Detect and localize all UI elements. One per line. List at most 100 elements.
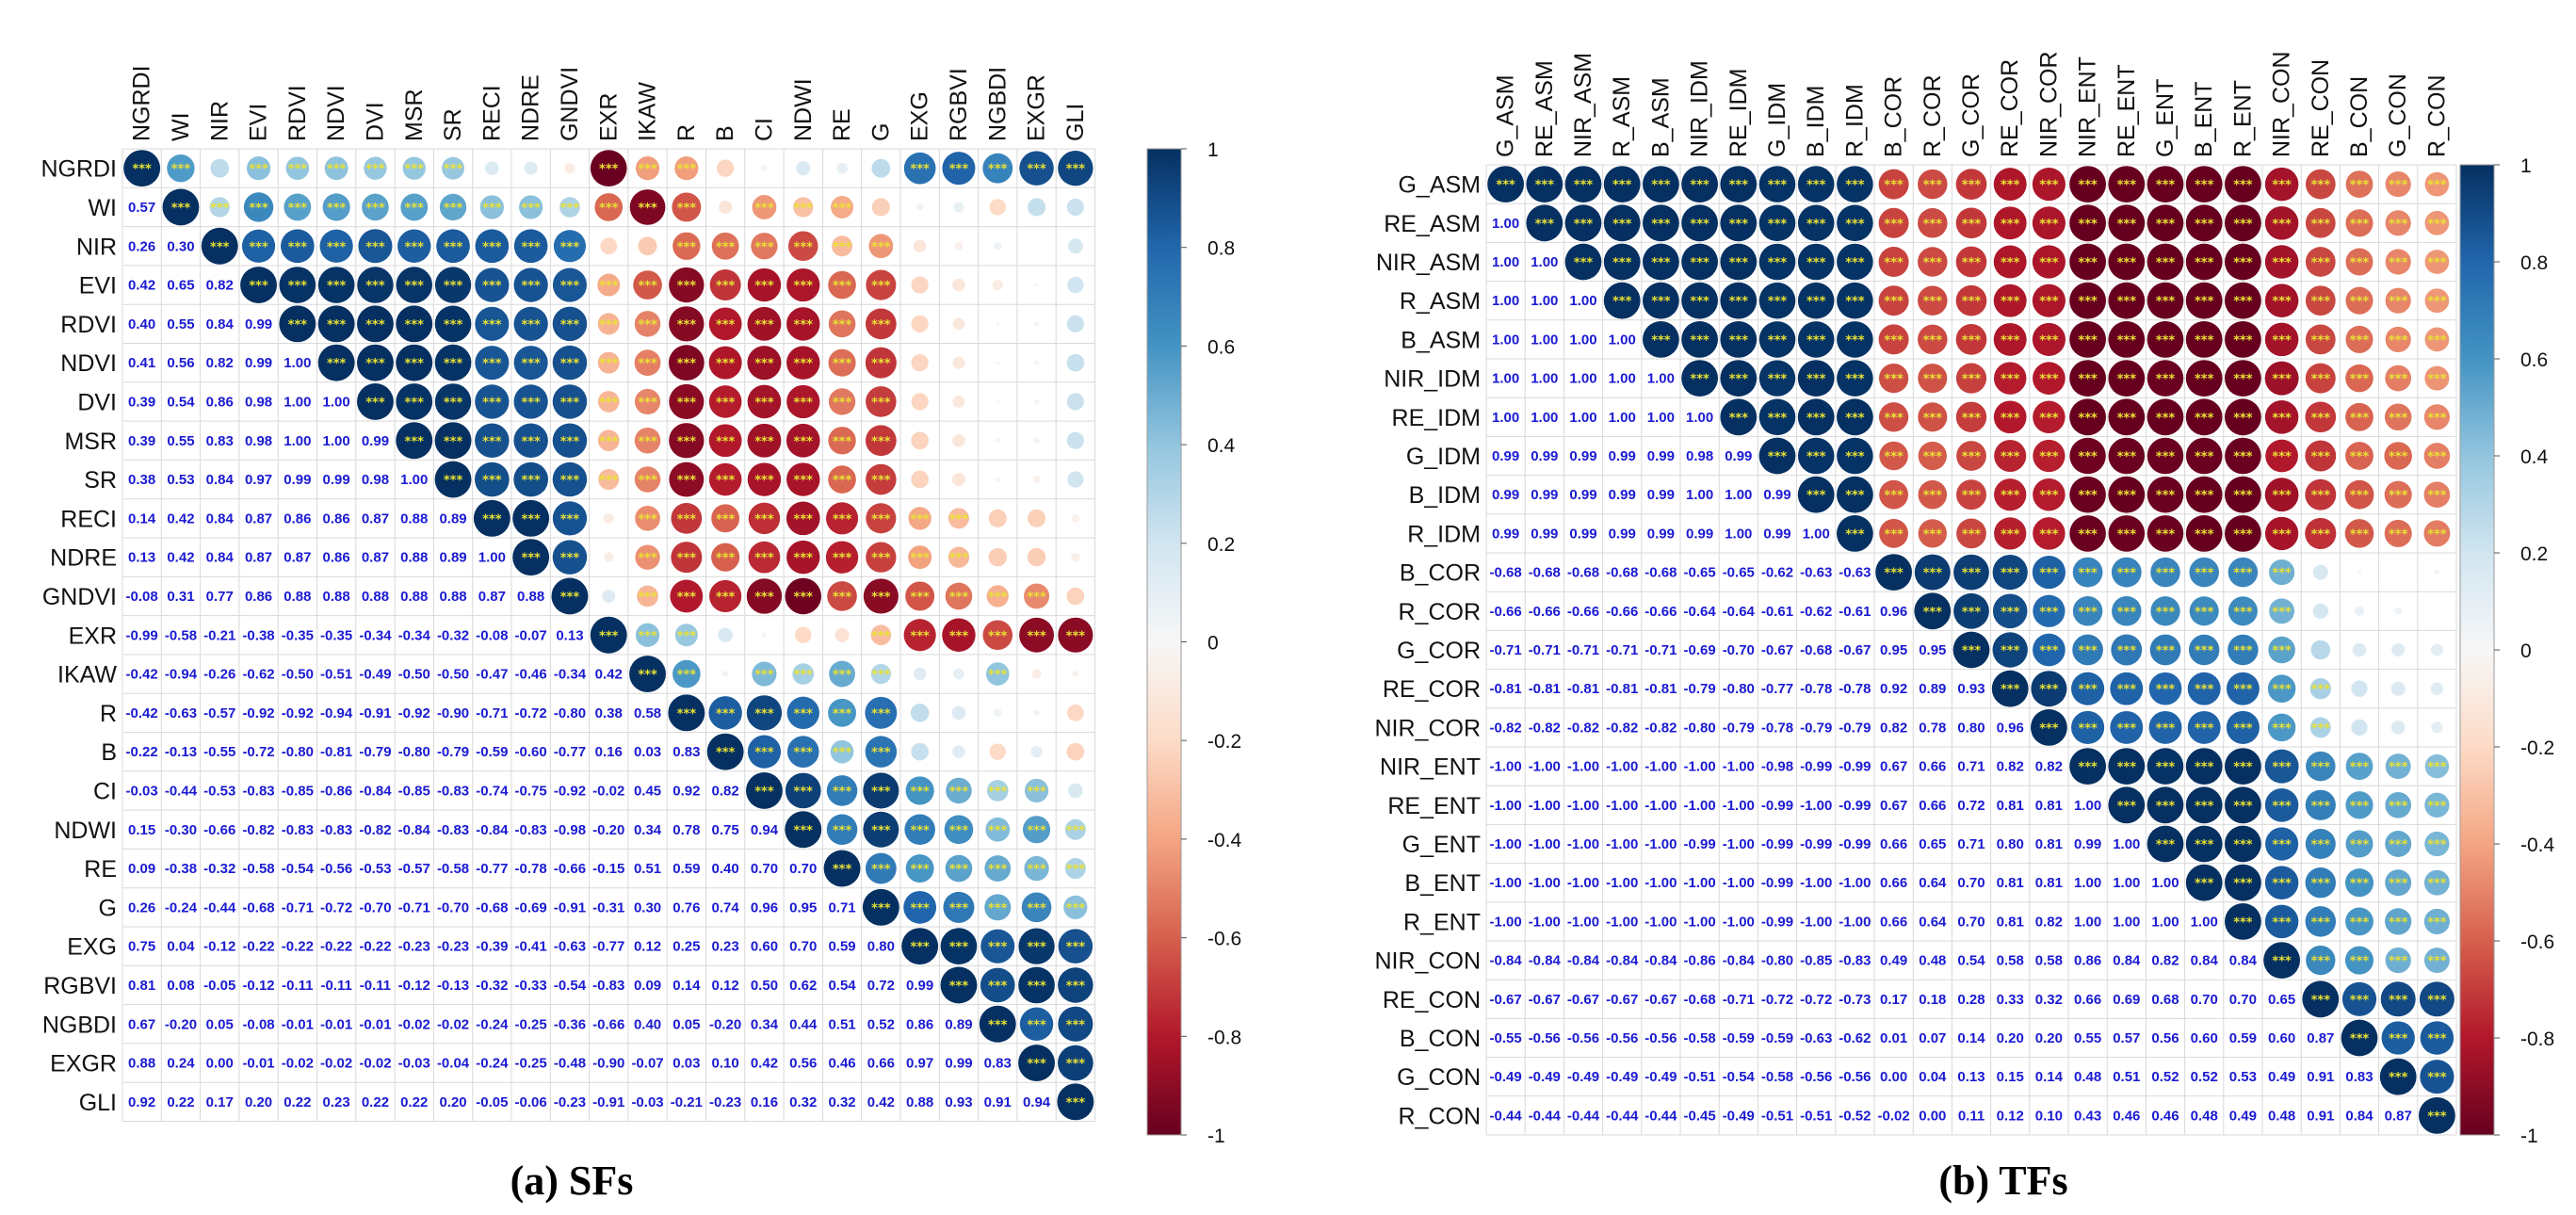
coefficient-label: -0.59 [476, 744, 508, 760]
colorbar-tick-label: -1 [2520, 1126, 2538, 1147]
coefficient-label: -0.78 [1761, 720, 1793, 736]
correlation-circle [2225, 825, 2261, 863]
coefficient-label: 1.00 [2113, 914, 2140, 930]
column-label: R_ENT [2229, 80, 2256, 157]
coefficient-label: 0.44 [789, 1016, 818, 1032]
coefficient-label: -0.49 [1644, 1069, 1677, 1085]
correlation-circle [669, 383, 705, 420]
significance-stars: *** [2001, 295, 2020, 309]
correlation-circle [915, 203, 924, 211]
correlation-circle [2225, 282, 2261, 319]
correlation-circle [1797, 360, 1835, 397]
coefficient-label: 0.84 [2229, 953, 2258, 969]
column-label: RE_COR [1997, 59, 2023, 157]
significance-stars: *** [988, 629, 1008, 643]
coefficient-label: -0.68 [1606, 565, 1638, 581]
significance-stars: *** [2350, 761, 2370, 775]
significance-stars: *** [2117, 218, 2137, 232]
significance-stars: *** [988, 863, 1008, 877]
significance-stars: *** [1845, 218, 1865, 232]
column-label: RECI [478, 85, 505, 141]
significance-stars: *** [482, 512, 502, 526]
significance-stars: *** [871, 474, 891, 488]
coefficient-label: -0.02 [398, 1016, 430, 1032]
significance-stars: *** [1845, 256, 1865, 270]
correlation-circle [2305, 247, 2336, 277]
significance-stars: *** [910, 163, 930, 177]
coefficient-label: 0.66 [867, 1056, 895, 1072]
significance-stars: *** [1923, 333, 1943, 348]
coefficient-label: -0.23 [554, 1094, 586, 1110]
significance-stars: *** [1651, 295, 1671, 309]
significance-stars: *** [754, 552, 774, 566]
coefficient-label: -1.00 [1489, 875, 1521, 891]
significance-stars: *** [327, 318, 347, 332]
significance-stars: *** [910, 512, 930, 526]
coefficient-label: -0.55 [203, 744, 235, 760]
significance-stars: *** [677, 318, 697, 332]
correlation-circle [2069, 437, 2106, 475]
coefficient-label: 0.40 [128, 316, 155, 332]
correlation-circle [989, 743, 1006, 760]
coefficient-label: -0.94 [165, 667, 198, 683]
correlation-circle [564, 163, 575, 174]
significance-stars: *** [2389, 256, 2408, 270]
coefficient-label: -0.01 [359, 1016, 391, 1032]
correlation-circle [866, 503, 897, 534]
colorbar-tick-label: 0.4 [1207, 435, 1236, 457]
coefficient-label: 0.51 [2113, 1069, 2140, 1085]
coefficient-label: 0.09 [128, 861, 155, 877]
significance-stars: *** [638, 512, 657, 526]
coefficient-label: -0.72 [242, 744, 274, 760]
coefficient-label: -0.22 [126, 744, 158, 760]
significance-stars: *** [949, 941, 969, 955]
significance-stars: *** [1729, 256, 1749, 270]
correlation-circle [2228, 596, 2258, 626]
correlation-circle [1918, 324, 1948, 355]
coefficient-label: 0.45 [634, 783, 661, 799]
correlation-circle [2228, 634, 2259, 666]
coefficient-label: 0.32 [2035, 992, 2063, 1008]
coefficient-label: 0.31 [167, 589, 194, 605]
correlation-circle [1797, 476, 1835, 513]
correlation-circle [1955, 401, 1987, 433]
correlation-circle [324, 156, 348, 181]
correlation-circle [2185, 204, 2223, 242]
significance-stars: *** [2039, 256, 2059, 270]
coefficient-label: -0.24 [476, 1056, 509, 1072]
significance-stars: *** [2350, 333, 2370, 348]
coefficient-label: 0.88 [400, 589, 428, 605]
correlation-circle [485, 161, 499, 175]
correlation-circle [2069, 398, 2107, 436]
coefficient-label: -0.99 [1839, 798, 1871, 814]
significance-stars: *** [2350, 1032, 2370, 1046]
significance-stars: *** [2233, 295, 2253, 309]
correlation-circle [1067, 471, 1084, 488]
row-label: R_COR [1398, 599, 1481, 625]
correlation-circle [1057, 1083, 1094, 1121]
coefficient-label: 0.99 [2074, 836, 2101, 852]
significance-stars: *** [1768, 373, 1788, 387]
correlation-circle [1994, 439, 2027, 473]
correlation-circle [995, 438, 1000, 444]
coefficient-label: -0.61 [1761, 604, 1793, 620]
coefficient-label: 0.66 [1880, 836, 1907, 852]
coefficient-label: -0.53 [359, 861, 391, 877]
correlation-circle [475, 423, 510, 458]
correlation-circle [2189, 596, 2219, 626]
significance-stars: *** [2427, 450, 2447, 464]
correlation-circle [1033, 321, 1040, 327]
correlation-circle [512, 539, 550, 576]
significance-stars: *** [716, 396, 736, 410]
coefficient-label: -0.56 [1606, 1030, 1638, 1046]
correlation-circle [827, 581, 857, 611]
significance-stars: *** [2350, 256, 2370, 270]
coefficient-label: 0.64 [1919, 914, 1947, 930]
coefficient-label: -0.67 [1489, 992, 1521, 1008]
significance-stars: *** [2311, 683, 2331, 697]
correlation-circle [2185, 243, 2223, 281]
correlation-circle [629, 189, 666, 225]
significance-stars: *** [210, 202, 230, 216]
colorbar-tick-label: 0 [1207, 633, 1219, 655]
coefficient-label: -0.52 [1839, 1108, 1871, 1124]
